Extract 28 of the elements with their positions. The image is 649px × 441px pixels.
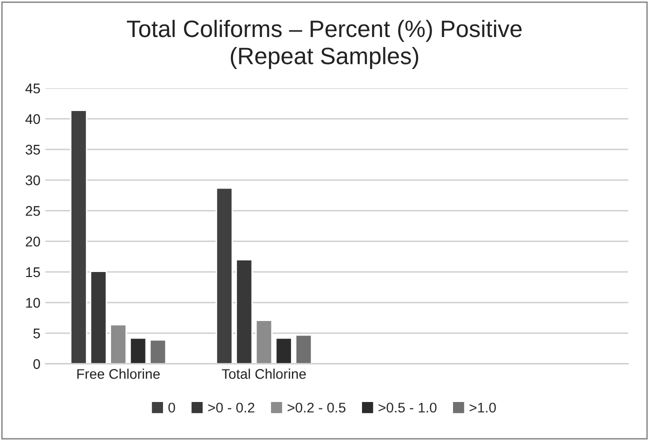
bar	[70, 110, 88, 364]
y-tick-label: 30	[26, 175, 40, 186]
bar	[294, 334, 312, 364]
y-tick-label: 15	[26, 267, 40, 278]
y-tick-label: 0	[33, 359, 40, 369]
y-tick-label: 10	[26, 298, 40, 308]
bar	[149, 339, 167, 364]
bar	[216, 187, 233, 364]
y-tick-label: 5	[33, 328, 40, 338]
legend-label: 0	[168, 402, 176, 413]
bar	[129, 337, 147, 364]
bar	[236, 259, 253, 364]
x-tick-label: Total Chlorine	[222, 368, 306, 379]
bar	[90, 270, 108, 364]
bar	[275, 337, 292, 364]
legend-label: >0.5 - 1.0	[378, 402, 437, 413]
legend-label: >1.0	[470, 402, 496, 413]
bar	[255, 320, 273, 364]
legend-label: >0.2 - 0.5	[288, 402, 346, 413]
y-tick-label: 20	[26, 236, 40, 246]
y-tick-label: 40	[25, 114, 40, 124]
legend-label: >0 - 0.2	[208, 402, 254, 413]
y-tick-label: 25	[26, 206, 40, 216]
y-tick-label: 45	[25, 84, 40, 94]
bar	[110, 324, 127, 364]
x-tick-label: Free Chlorine	[77, 368, 160, 379]
chart-title: Total Coliforms – Percent (%) Positive (Repeat Samples)	[126, 20, 522, 69]
y-tick-label: 35	[26, 144, 40, 155]
